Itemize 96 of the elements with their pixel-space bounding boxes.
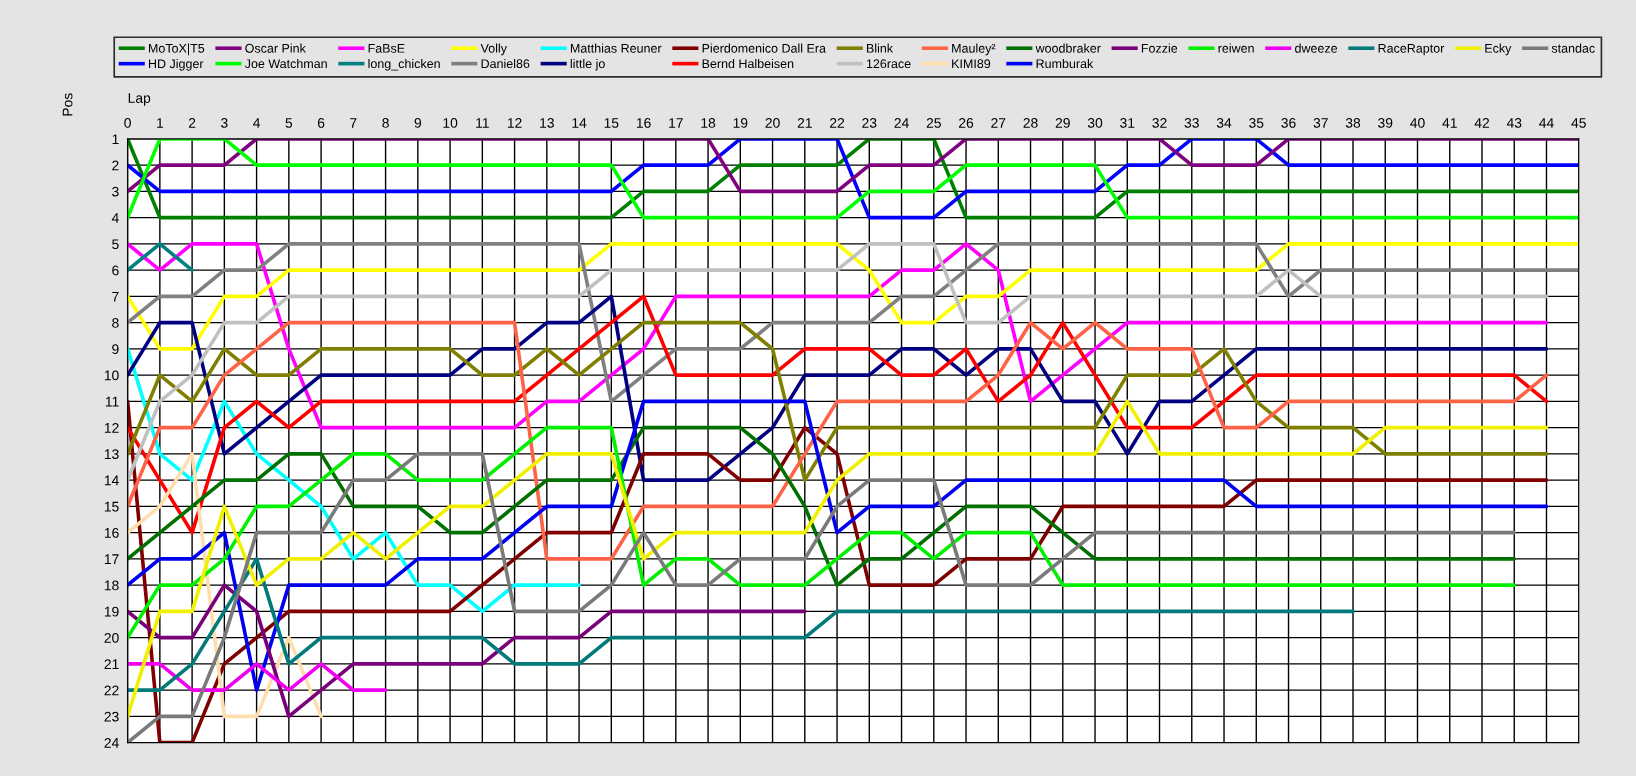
y-tick-label: 15 — [104, 501, 119, 512]
y-tick-label: 22 — [104, 685, 119, 696]
legend-label: Mauley² — [952, 43, 996, 56]
x-tick-label: 20 — [765, 117, 780, 128]
x-tick-label: 34 — [1216, 117, 1232, 128]
x-tick-label: 38 — [1345, 117, 1361, 128]
x-tick-label: 31 — [1120, 117, 1135, 128]
x-tick-label: 42 — [1474, 117, 1490, 128]
x-tick-label: 43 — [1506, 117, 1522, 128]
x-tick-label: 14 — [572, 118, 587, 128]
y-tick-label: 14 — [104, 475, 119, 486]
y-tick-label: 9 — [112, 344, 119, 355]
x-tick-label: 17 — [669, 118, 683, 128]
x-tick-label: 7 — [350, 118, 357, 128]
x-tick-label: 23 — [862, 117, 877, 128]
y-tick-label: 4 — [111, 213, 119, 223]
x-tick-label: 12 — [507, 117, 522, 128]
x-tick-label: 28 — [1023, 117, 1038, 128]
y-tick-label: 17 — [104, 554, 119, 564]
x-tick-label: 39 — [1378, 117, 1393, 128]
x-axis-title: Lap — [128, 93, 151, 106]
legend-label: Pierdomenico Dall Era — [702, 43, 826, 53]
x-tick-label: 26 — [959, 117, 974, 128]
y-tick-label: 24 — [104, 737, 119, 748]
y-tick-label: 1 — [112, 134, 119, 144]
x-tick-label: 6 — [317, 117, 325, 128]
x-tick-label: 19 — [733, 117, 748, 128]
legend-label: FaBsE — [368, 44, 405, 53]
x-tick-label: 13 — [540, 117, 554, 128]
x-tick-label: 25 — [926, 117, 941, 128]
x-tick-label: 24 — [894, 117, 909, 128]
y-tick-label: 5 — [112, 239, 119, 250]
x-tick-label: 44 — [1539, 118, 1554, 128]
legend-label: little jo — [570, 58, 605, 71]
legend-label: Ecky — [1485, 43, 1512, 56]
x-tick-label: 27 — [991, 117, 1006, 128]
legend-label: 126race — [866, 59, 911, 69]
y-tick-label: 21 — [104, 659, 119, 669]
y-tick-label: 19 — [104, 606, 119, 617]
x-tick-label: 29 — [1055, 117, 1070, 128]
x-tick-label: 5 — [285, 118, 293, 128]
x-tick-label: 18 — [701, 117, 716, 128]
y-tick-label: 16 — [104, 527, 119, 538]
y-tick-label: 3 — [112, 186, 119, 197]
x-tick-label: 30 — [1087, 117, 1103, 128]
legend-label: woodbraker — [1035, 43, 1101, 53]
legend-label: KIMI89 — [952, 59, 991, 69]
y-tick-label: 8 — [112, 317, 119, 328]
x-tick-label: 11 — [476, 118, 489, 128]
x-tick-label: 45 — [1571, 118, 1586, 128]
legend-label: Blink — [866, 43, 894, 53]
x-tick-label: 3 — [221, 117, 228, 128]
x-tick-label: 16 — [636, 117, 651, 128]
legend-label: reiwen — [1218, 43, 1254, 53]
legend-label: Bernd Halbeisen — [702, 58, 794, 69]
x-tick-label: 4 — [253, 118, 261, 128]
x-tick-label: 10 — [443, 117, 458, 128]
legend-label: Daniel86 — [481, 58, 530, 69]
x-tick-label: 21 — [797, 117, 812, 128]
y-tick-label: 12 — [104, 422, 119, 433]
legend-label: Rumburak — [1036, 58, 1094, 69]
x-tick-label: 9 — [414, 117, 422, 128]
x-tick-label: 37 — [1313, 117, 1328, 128]
y-tick-label: 2 — [112, 160, 119, 171]
y-tick-label: 11 — [105, 396, 119, 407]
legend-label: Volly — [480, 43, 507, 56]
x-tick-label: 0 — [124, 117, 131, 128]
legend-label: standac — [1551, 43, 1595, 53]
x-tick-label: 35 — [1249, 117, 1264, 128]
x-tick-label: 15 — [604, 118, 619, 128]
legend-label: RaceRaptor — [1378, 44, 1445, 56]
legend-label: HD Jigger — [149, 59, 204, 71]
x-tick-label: 32 — [1152, 117, 1167, 128]
legend-label: MoToX|T5 — [149, 43, 205, 56]
x-tick-label: 33 — [1184, 117, 1199, 128]
x-tick-label: 40 — [1410, 117, 1425, 128]
y-tick-label: 6 — [112, 265, 119, 276]
y-tick-label: 20 — [104, 632, 119, 643]
legend-label: dweeze — [1295, 43, 1338, 53]
y-axis-title: Pos — [62, 93, 73, 116]
y-tick-label: 10 — [104, 370, 119, 381]
x-tick-label: 41 — [1442, 118, 1457, 128]
legend-label: Fozzie — [1141, 43, 1178, 53]
legend-label: Matthias Reuner — [570, 43, 662, 53]
x-tick-label: 36 — [1281, 117, 1296, 128]
legend-label: long_chicken — [368, 58, 440, 71]
x-tick-label: 1 — [157, 118, 164, 128]
y-tick-label: 7 — [112, 291, 119, 302]
y-tick-label: 18 — [104, 580, 119, 591]
x-tick-label: 22 — [830, 117, 845, 128]
legend-label: Joe Watchman — [244, 58, 327, 69]
x-tick-label: 2 — [188, 117, 196, 128]
y-tick-label: 13 — [104, 449, 119, 460]
y-tick-label: 23 — [104, 711, 119, 722]
legend-label: Oscar Pink — [245, 43, 306, 53]
x-tick-label: 8 — [382, 117, 389, 128]
